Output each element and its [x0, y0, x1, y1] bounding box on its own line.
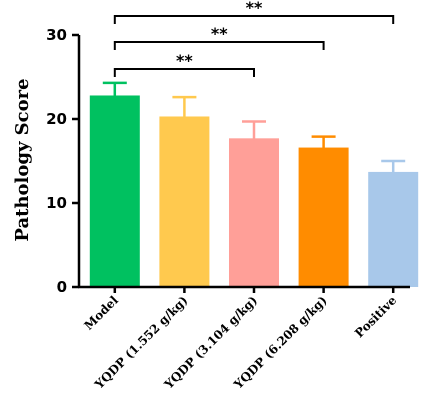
significance-bracket-0 [113, 68, 255, 77]
bars-group [89, 95, 419, 287]
bar-4 [368, 171, 419, 287]
y-ticks-group: 0 10 20 30 [46, 26, 79, 296]
y-tick-label-1: 10 [46, 194, 67, 212]
bar-2 [229, 138, 279, 287]
significance-bracket-1 [113, 41, 325, 50]
significance-group: ** ** ** [113, 0, 395, 77]
significance-label-2: ** [246, 0, 263, 17]
bar-1 [159, 116, 210, 287]
x-tick-label-0: Model [81, 293, 121, 333]
x-tick-label-4: Positive [352, 293, 399, 340]
axes-group [77, 35, 410, 289]
significance-bracket-2 [113, 15, 395, 24]
error-bars-group [102, 81, 406, 174]
bar-0 [89, 95, 140, 287]
y-tick-label-0: 0 [57, 278, 67, 296]
y-tick-label-3: 30 [46, 26, 67, 44]
y-axis-title: Pathology Score [12, 78, 33, 241]
bar-3 [298, 147, 349, 287]
y-tick-label-2: 20 [46, 110, 67, 128]
significance-label-1: ** [211, 24, 228, 43]
significance-label-0: ** [176, 51, 193, 70]
